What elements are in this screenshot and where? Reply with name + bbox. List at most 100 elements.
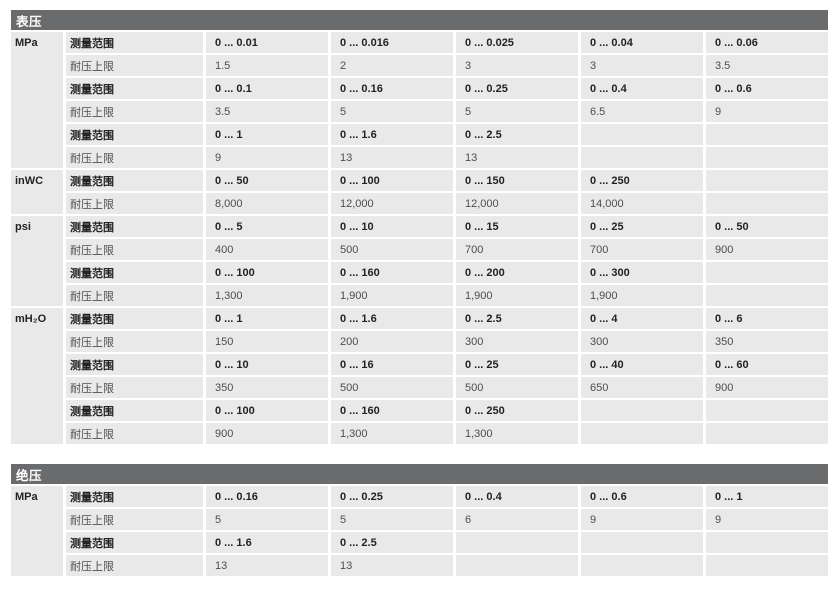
unit-cell: MPa bbox=[11, 486, 63, 576]
value-cell: 150 bbox=[206, 331, 328, 352]
row-label: 耐压上限 bbox=[66, 377, 203, 398]
value-cell: 0 ... 1 bbox=[206, 124, 328, 145]
table-row: 耐压上限 350 500 500 650 900 bbox=[11, 377, 828, 398]
row-label: 耐压上限 bbox=[66, 239, 203, 260]
value-cell: 900 bbox=[206, 423, 328, 444]
value-cell bbox=[706, 262, 828, 283]
value-cell: 0 ... 0.025 bbox=[456, 32, 578, 53]
value-cell: 0 ... 0.4 bbox=[581, 78, 703, 99]
table-row: 耐压上限 400 500 700 700 900 bbox=[11, 239, 828, 260]
table-row: 耐压上限 9 13 13 bbox=[11, 147, 828, 168]
table-header-row: 表压 bbox=[11, 10, 828, 30]
value-cell bbox=[706, 532, 828, 553]
row-label: 测量范围 bbox=[66, 486, 203, 507]
value-cell: 0 ... 2.5 bbox=[456, 124, 578, 145]
value-cell bbox=[456, 532, 578, 553]
value-cell: 700 bbox=[581, 239, 703, 260]
value-cell: 0 ... 100 bbox=[331, 170, 453, 191]
value-cell: 0 ... 1.6 bbox=[331, 124, 453, 145]
table-row: 耐压上限 5 5 6 9 9 bbox=[11, 509, 828, 530]
table-row: 耐压上限 150 200 300 300 350 bbox=[11, 331, 828, 352]
table-row: MPa 测量范围 0 ... 0.01 0 ... 0.016 0 ... 0.025 0… bbox=[11, 32, 828, 168]
value-cell: 0 ... 2.5 bbox=[331, 532, 453, 553]
value-cell: 0 ... 0.06 bbox=[706, 32, 828, 53]
row-label: 测量范围 bbox=[66, 262, 203, 283]
value-cell: 3 bbox=[456, 55, 578, 76]
value-cell: 1,900 bbox=[456, 285, 578, 306]
value-cell: 500 bbox=[456, 377, 578, 398]
row-label: 耐压上限 bbox=[66, 555, 203, 576]
row-label: 测量范围 bbox=[66, 32, 203, 53]
value-cell: 500 bbox=[331, 377, 453, 398]
value-cell: 0 ... 50 bbox=[706, 216, 828, 237]
row-label: 测量范围 bbox=[66, 400, 203, 421]
value-cell: 3.5 bbox=[706, 55, 828, 76]
value-cell: 0 ... 250 bbox=[456, 400, 578, 421]
value-cell bbox=[581, 124, 703, 145]
value-cell: 0 ... 2.5 bbox=[456, 308, 578, 329]
value-cell: 0 ... 0.6 bbox=[581, 486, 703, 507]
row-label: 耐压上限 bbox=[66, 147, 203, 168]
table-row: MPa 测量范围 0 ... 0.16 0 ... 0.25 0 ... 0.4 0 ..… bbox=[11, 486, 828, 576]
row-label: 耐压上限 bbox=[66, 331, 203, 352]
value-cell: 350 bbox=[706, 331, 828, 352]
value-cell: 0 ... 0.6 bbox=[706, 78, 828, 99]
value-cell: 0 ... 6 bbox=[706, 308, 828, 329]
absolute-pressure-table-body: MPa 测量范围 0 ... 0.16 0 ... 0.25 0 ... 0.4 0 ..… bbox=[11, 486, 828, 576]
value-cell: 0 ... 25 bbox=[581, 216, 703, 237]
value-cell: 0 ... 0.016 bbox=[331, 32, 453, 53]
value-cell bbox=[706, 555, 828, 576]
value-cell: 12,000 bbox=[331, 193, 453, 214]
table-row: 测量范围 0 ... 0.1 0 ... 0.16 0 ... 0.25 0 ... 0… bbox=[11, 78, 828, 99]
row-label: 耐压上限 bbox=[66, 509, 203, 530]
value-cell: 1,900 bbox=[581, 285, 703, 306]
value-cell: 5 bbox=[331, 509, 453, 530]
value-cell: 900 bbox=[706, 377, 828, 398]
value-cell: 0 ... 25 bbox=[456, 354, 578, 375]
value-cell: 0 ... 4 bbox=[581, 308, 703, 329]
value-cell: 5 bbox=[206, 509, 328, 530]
value-cell: 400 bbox=[206, 239, 328, 260]
value-cell: 1.5 bbox=[206, 55, 328, 76]
value-cell bbox=[706, 193, 828, 214]
value-cell bbox=[581, 147, 703, 168]
datasheet-page: 表压 MPa 测量范围 0 ... 0.01 0 ... 0.016 0 ... 0.0… bbox=[8, 8, 831, 578]
value-cell: 700 bbox=[456, 239, 578, 260]
value-cell: 0 ... 1.6 bbox=[331, 308, 453, 329]
table-row: 耐压上限 1.5 2 3 3 3.5 bbox=[11, 55, 828, 76]
value-cell: 14,000 bbox=[581, 193, 703, 214]
value-cell: 0 ... 16 bbox=[331, 354, 453, 375]
value-cell: 0 ... 160 bbox=[331, 262, 453, 283]
row-label: 测量范围 bbox=[66, 532, 203, 553]
section-title-gauge-pressure: 表压 bbox=[11, 10, 828, 30]
unit-cell: psi bbox=[11, 216, 63, 306]
value-cell bbox=[581, 423, 703, 444]
gauge-pressure-table: 表压 MPa 测量范围 0 ... 0.01 0 ... 0.016 0 ... 0.0… bbox=[8, 8, 831, 446]
table-row: 耐压上限 900 1,300 1,300 bbox=[11, 423, 828, 444]
value-cell: 0 ... 0.25 bbox=[456, 78, 578, 99]
value-cell: 0 ... 150 bbox=[456, 170, 578, 191]
section-title-absolute-pressure: 绝压 bbox=[11, 464, 828, 484]
unit-cell: mH₂O bbox=[11, 308, 63, 444]
value-cell: 9 bbox=[706, 101, 828, 122]
row-label: 测量范围 bbox=[66, 124, 203, 145]
value-cell: 0 ... 0.25 bbox=[331, 486, 453, 507]
value-cell: 300 bbox=[581, 331, 703, 352]
value-cell: 0 ... 300 bbox=[581, 262, 703, 283]
value-cell: 0 ... 60 bbox=[706, 354, 828, 375]
value-cell: 8,000 bbox=[206, 193, 328, 214]
value-cell: 3 bbox=[581, 55, 703, 76]
value-cell bbox=[581, 555, 703, 576]
value-cell: 0 ... 0.04 bbox=[581, 32, 703, 53]
table-row: 耐压上限 1,300 1,900 1,900 1,900 bbox=[11, 285, 828, 306]
value-cell: 9 bbox=[706, 509, 828, 530]
table-row: 测量范围 0 ... 10 0 ... 16 0 ... 25 0 ... 40 0 ..… bbox=[11, 354, 828, 375]
value-cell: 0 ... 160 bbox=[331, 400, 453, 421]
table-header-row: 绝压 bbox=[11, 464, 828, 484]
gauge-pressure-table-body: MPa 测量范围 0 ... 0.01 0 ... 0.016 0 ... 0.025 0… bbox=[11, 32, 828, 444]
absolute-pressure-table: 绝压 MPa 测量范围 0 ... 0.16 0 ... 0.25 0 ... 0.4 0… bbox=[8, 462, 831, 578]
value-cell bbox=[706, 170, 828, 191]
row-label: 耐压上限 bbox=[66, 193, 203, 214]
